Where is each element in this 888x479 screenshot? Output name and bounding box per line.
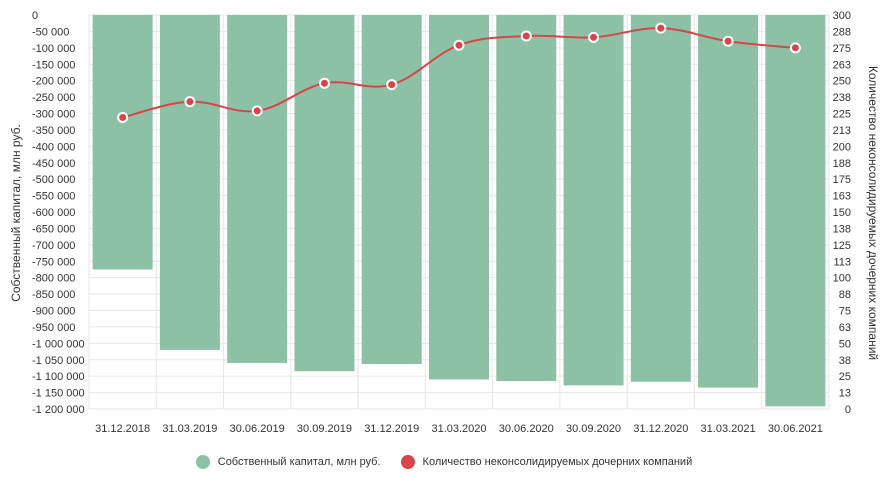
point-31.12.2019[interactable]	[386, 79, 398, 91]
y2-tick-label: 200	[833, 141, 851, 153]
y2-tick-label: 50	[839, 338, 851, 350]
y-axis-left: 0 -50 000 -100 000 -150 000 -200 000 -250 000…	[32, 10, 85, 416]
y2-tick-label: 163	[833, 191, 851, 203]
y-tick-label: -1 100 000	[32, 371, 85, 383]
y-tick-label: -500 000	[32, 174, 75, 186]
point-31.03.2021[interactable]	[722, 35, 734, 47]
y2-tick-label: 213	[833, 125, 851, 137]
y2-tick-label: 263	[833, 59, 851, 71]
bar-30.06.2020[interactable]	[496, 15, 557, 382]
y2-tick-label: 13	[839, 388, 851, 400]
y-tick-label: -150 000	[32, 59, 75, 71]
legend-swatch-equity	[195, 455, 210, 469]
x-tick-label: 31.12.2018	[95, 423, 150, 435]
y2-tick-label: 125	[833, 240, 851, 252]
y-axis-right: 3002882752632502382252132001881751631501…	[833, 10, 851, 416]
x-tick-label: 31.03.2021	[701, 423, 756, 435]
bar-31.03.2020[interactable]	[429, 15, 489, 380]
y-tick-label: 0	[32, 10, 38, 22]
y-tick-label: -250 000	[32, 92, 75, 104]
y2-tick-label: 88	[839, 289, 851, 301]
y-tick-label: -350 000	[32, 125, 75, 137]
y-tick-label: -1 050 000	[32, 355, 85, 367]
y-axis-left-title: Собственный капитал, млн руб.	[9, 124, 23, 302]
x-tick-label: 31.12.2020	[633, 423, 688, 435]
y2-tick-label: 225	[833, 109, 851, 121]
y2-tick-label: 238	[833, 92, 851, 104]
y-tick-label: -700 000	[32, 240, 75, 252]
y-tick-label: -800 000	[32, 273, 75, 285]
y2-tick-label: 250	[833, 76, 851, 88]
point-31.12.2018[interactable]	[117, 111, 129, 123]
x-tick-label: 31.12.2019	[364, 423, 419, 435]
y-tick-label: -600 000	[32, 207, 75, 219]
y2-tick-label: 63	[839, 322, 851, 334]
legend-swatch-subsidiaries	[400, 455, 415, 469]
y2-tick-label: 38	[839, 355, 851, 367]
y2-tick-label: 150	[833, 207, 851, 219]
y2-tick-label: 275	[833, 43, 851, 55]
y-tick-label: -900 000	[32, 306, 75, 318]
y2-tick-label: 0	[845, 404, 851, 416]
point-31.03.2019[interactable]	[184, 96, 196, 108]
bar-30.09.2020[interactable]	[563, 15, 624, 386]
y-tick-label: -750 000	[32, 256, 75, 268]
bar-31.12.2019[interactable]	[361, 15, 422, 365]
point-30.09.2019[interactable]	[318, 77, 330, 89]
y2-tick-label: 75	[839, 306, 851, 318]
point-30.09.2020[interactable]	[588, 31, 600, 43]
y2-tick-label: 25	[839, 371, 851, 383]
y2-tick-label: 288	[833, 26, 851, 38]
point-30.06.2020[interactable]	[520, 30, 532, 42]
y-axis-right-title: Количество неконсолидируемых дочерних ко…	[866, 66, 880, 360]
y2-tick-label: 300	[833, 10, 851, 22]
bar-31.03.2019[interactable]	[159, 15, 220, 350]
y-tick-label: -850 000	[32, 289, 75, 301]
legend-label-subsidiaries: Количество неконсолидируемых дочерних ко…	[422, 456, 693, 468]
point-31.03.2020[interactable]	[453, 39, 465, 51]
y2-tick-label: 188	[833, 158, 851, 170]
x-tick-label: 31.03.2020	[431, 423, 486, 435]
x-tick-label: 30.06.2020	[499, 423, 554, 435]
x-axis: 31.12.2018 31.03.2019 30.06.2019 30.09.2019…	[95, 423, 823, 435]
y2-tick-label: 138	[833, 223, 851, 235]
y2-tick-label: 100	[833, 273, 851, 285]
bar-31.12.2018[interactable]	[92, 15, 153, 270]
y2-tick-label: 175	[833, 174, 851, 186]
point-31.12.2020[interactable]	[655, 22, 667, 34]
bar-31.03.2021[interactable]	[698, 15, 759, 388]
y-tick-label: -550 000	[32, 191, 75, 203]
point-30.06.2019[interactable]	[251, 105, 263, 117]
y-tick-label: -1 000 000	[32, 338, 85, 350]
subsidiaries-points	[117, 22, 801, 123]
chart-legend: Собственный капитал, млн руб. Количество…	[0, 455, 888, 469]
y-tick-label: -950 000	[32, 322, 75, 334]
y-tick-label: -300 000	[32, 109, 75, 121]
x-tick-label: 30.09.2019	[297, 423, 352, 435]
y-tick-label: -450 000	[32, 158, 75, 170]
legend-label-equity: Собственный капитал, млн руб.	[217, 456, 381, 468]
bar-30.06.2019[interactable]	[227, 15, 288, 364]
y-tick-label: -1 150 000	[32, 388, 85, 400]
bar-30.09.2019[interactable]	[294, 15, 355, 372]
y-tick-label: -200 000	[32, 76, 75, 88]
x-tick-label: 30.09.2020	[566, 423, 621, 435]
legend-item-subsidiaries[interactable]: Количество неконсолидируемых дочерних ко…	[400, 455, 693, 469]
x-tick-label: 30.06.2021	[768, 423, 823, 435]
y-tick-label: -50 000	[32, 26, 69, 38]
point-30.06.2021[interactable]	[789, 42, 801, 54]
x-tick-label: 31.03.2019	[162, 423, 217, 435]
equity-bars	[92, 15, 826, 407]
y-tick-label: -100 000	[32, 43, 75, 55]
bar-31.12.2020[interactable]	[630, 15, 691, 382]
y-tick-label: -650 000	[32, 223, 75, 235]
bar-30.06.2021[interactable]	[765, 15, 826, 407]
legend-item-equity[interactable]: Собственный капитал, млн руб.	[195, 455, 381, 469]
y-tick-label: -400 000	[32, 141, 75, 153]
x-tick-label: 30.06.2019	[230, 423, 285, 435]
y-tick-label: -1 200 000	[32, 404, 85, 416]
y2-tick-label: 113	[833, 256, 851, 268]
